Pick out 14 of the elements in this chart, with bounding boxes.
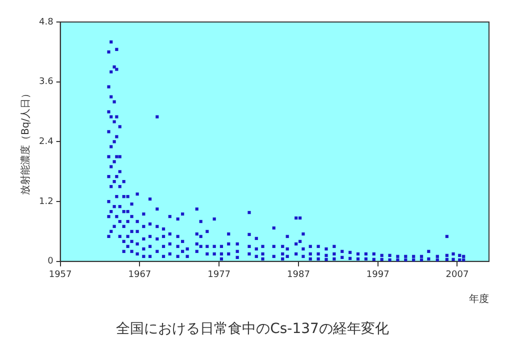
y-tick-label: 2.4 <box>38 137 54 148</box>
y-tick-label: 3.6 <box>38 77 54 88</box>
y-tick-label: 1.2 <box>38 196 54 207</box>
x-tick-label: 1967 <box>128 270 152 280</box>
x-tick-label: 1997 <box>366 270 390 280</box>
y-axis-title: 放射能濃度（Bq/人日） <box>20 88 32 195</box>
x-axis-title: 年度 <box>469 292 489 305</box>
text: 全国における日常食中のCs-137の経年変化 <box>116 321 389 338</box>
x-tick-label: 2007 <box>446 270 469 280</box>
y-tick-label: 4.8 <box>38 17 54 28</box>
x-tick-label: 1987 <box>287 270 310 280</box>
y-tick-label: 0 <box>48 256 54 267</box>
x-tick-label: 1977 <box>208 270 231 280</box>
x-tick-label: 1957 <box>48 270 72 280</box>
